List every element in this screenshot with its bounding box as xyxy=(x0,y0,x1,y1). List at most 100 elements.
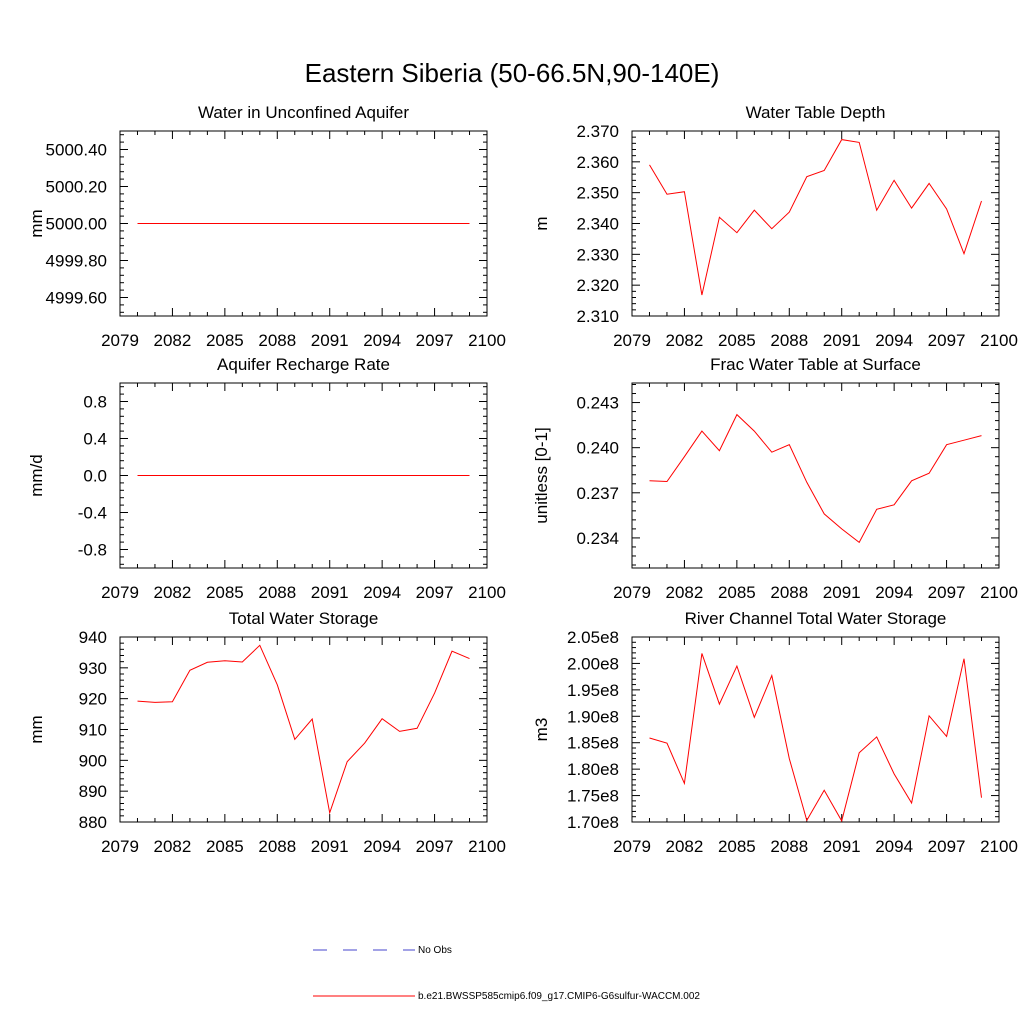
x-tick-label: 2082 xyxy=(154,583,192,602)
panel-title: Aquifer Recharge Rate xyxy=(217,355,390,374)
x-tick-label: 2094 xyxy=(363,583,401,602)
x-tick-label: 2082 xyxy=(666,583,704,602)
x-tick-label: 2088 xyxy=(258,837,296,856)
x-tick-label: 2079 xyxy=(101,583,139,602)
x-tick-label: 2079 xyxy=(613,583,651,602)
x-tick-label: 2097 xyxy=(928,331,966,350)
x-tick-label: 2079 xyxy=(613,837,651,856)
y-axis-label: mm xyxy=(27,715,46,743)
x-tick-label: 2100 xyxy=(468,837,506,856)
x-tick-label: 2079 xyxy=(101,837,139,856)
plot-frame xyxy=(631,382,1000,569)
x-tick-label: 2091 xyxy=(311,331,349,350)
y-tick-label: 920 xyxy=(79,690,107,709)
x-tick-label: 2085 xyxy=(206,837,244,856)
x-tick-label: 2100 xyxy=(468,331,506,350)
x-tick-label: 2094 xyxy=(363,837,401,856)
panel-5: Total Water Storage mm 2079 2082 2085 2088 209… xyxy=(27,609,506,856)
y-tick-label: 2.330 xyxy=(576,245,619,264)
y-axis-label: m xyxy=(532,216,551,230)
y-tick-label: 2.370 xyxy=(576,122,619,141)
x-tick-label: 2094 xyxy=(875,331,913,350)
panel-title: Water in Unconfined Aquifer xyxy=(198,103,409,122)
x-tick-label: 2097 xyxy=(416,331,454,350)
x-tick-label: 2091 xyxy=(823,837,861,856)
panel-title: Total Water Storage xyxy=(229,609,379,628)
y-tick-label: 2.340 xyxy=(576,215,619,234)
y-tick-label: 940 xyxy=(79,628,107,647)
legend-label-model: b.e21.BWSSP585cmip6.f09_g17.CMIP6-G6sulf… xyxy=(418,991,700,1002)
x-tick-label: 2088 xyxy=(770,331,808,350)
y-tick-label: 5000.00 xyxy=(46,215,107,234)
y-tick-label: 910 xyxy=(79,721,107,740)
x-tick-label: 2100 xyxy=(980,331,1018,350)
panels: Water in Unconfined Aquifer mm 2079 2082 208… xyxy=(27,103,1018,856)
x-tick-label: 2082 xyxy=(154,837,192,856)
y-tick-label: -0.8 xyxy=(78,541,107,560)
series-line xyxy=(649,139,982,296)
x-tick-label: 2091 xyxy=(311,837,349,856)
x-tick-label: 2079 xyxy=(613,331,651,350)
x-tick-label: 2097 xyxy=(416,837,454,856)
legend-entry-obs: No Obs xyxy=(313,945,452,956)
x-tick-label: 2085 xyxy=(206,331,244,350)
x-tick-label: 2100 xyxy=(980,837,1018,856)
y-tick-label: 1.80e8 xyxy=(567,760,619,779)
y-axis-label: mm/d xyxy=(27,454,46,497)
panel-3: Aquifer Recharge Rate mm/d 2079 2082 2085 208… xyxy=(27,355,506,602)
x-tick-label: 2094 xyxy=(363,331,401,350)
panel-title: Water Table Depth xyxy=(746,103,886,122)
x-tick-label: 2100 xyxy=(980,583,1018,602)
series-line xyxy=(649,413,982,544)
y-tick-label: 2.320 xyxy=(576,276,619,295)
x-tick-label: 2082 xyxy=(666,837,704,856)
y-tick-label: 2.350 xyxy=(576,184,619,203)
y-tick-label: 4999.60 xyxy=(46,289,107,308)
y-tick-label: 0.8 xyxy=(83,393,107,412)
panel-4: Frac Water Table at Surface unitless [0-1… xyxy=(532,355,1018,602)
y-tick-label: 5000.20 xyxy=(46,178,107,197)
panel-title: River Channel Total Water Storage xyxy=(685,609,947,628)
y-tick-label: 0.234 xyxy=(576,529,619,548)
y-tick-label: 890 xyxy=(79,782,107,801)
panel-6: River Channel Total Water Storage m3 2079 2… xyxy=(532,609,1018,856)
panel-title: Frac Water Table at Surface xyxy=(710,355,921,374)
x-tick-label: 2088 xyxy=(770,837,808,856)
figure-title: Eastern Siberia (50-66.5N,90-140E) xyxy=(305,58,720,88)
y-tick-label: 1.90e8 xyxy=(567,707,619,726)
legend: No Obs b.e21.BWSSP585cmip6.f09_g17.CMIP6… xyxy=(313,945,700,1002)
y-tick-label: 2.360 xyxy=(576,153,619,172)
y-axis-label: unitless [0-1] xyxy=(532,427,551,523)
x-tick-label: 2091 xyxy=(823,331,861,350)
y-axis-label: mm xyxy=(27,209,46,237)
x-tick-label: 2082 xyxy=(666,331,704,350)
plot-frame xyxy=(631,636,1000,823)
y-tick-label: 4999.80 xyxy=(46,252,107,271)
x-tick-label: 2097 xyxy=(416,583,454,602)
y-tick-label: 2.310 xyxy=(576,307,619,326)
panel-2: Water Table Depth m 2079 2082 2085 2088 2091 20… xyxy=(532,103,1018,350)
y-tick-label: 0.0 xyxy=(83,467,107,486)
y-tick-label: 1.85e8 xyxy=(567,734,619,753)
y-tick-label: 5000.40 xyxy=(46,141,107,160)
y-tick-label: 0.243 xyxy=(576,394,619,413)
y-tick-label: 2.05e8 xyxy=(567,628,619,647)
y-tick-label: 0.4 xyxy=(83,430,107,449)
y-tick-label: 900 xyxy=(79,751,107,770)
x-tick-label: 2088 xyxy=(770,583,808,602)
x-tick-label: 2094 xyxy=(875,837,913,856)
x-tick-label: 2091 xyxy=(823,583,861,602)
x-tick-label: 2094 xyxy=(875,583,913,602)
y-tick-label: 0.237 xyxy=(576,484,619,503)
y-tick-label: 0.240 xyxy=(576,439,619,458)
x-tick-label: 2079 xyxy=(101,331,139,350)
y-tick-label: 1.95e8 xyxy=(567,681,619,700)
x-tick-label: 2100 xyxy=(468,583,506,602)
x-tick-label: 2091 xyxy=(311,583,349,602)
plot-frame xyxy=(631,130,1000,317)
x-tick-label: 2082 xyxy=(154,331,192,350)
series-line xyxy=(137,644,470,815)
legend-label-obs: No Obs xyxy=(418,945,452,956)
x-tick-label: 2088 xyxy=(258,331,296,350)
